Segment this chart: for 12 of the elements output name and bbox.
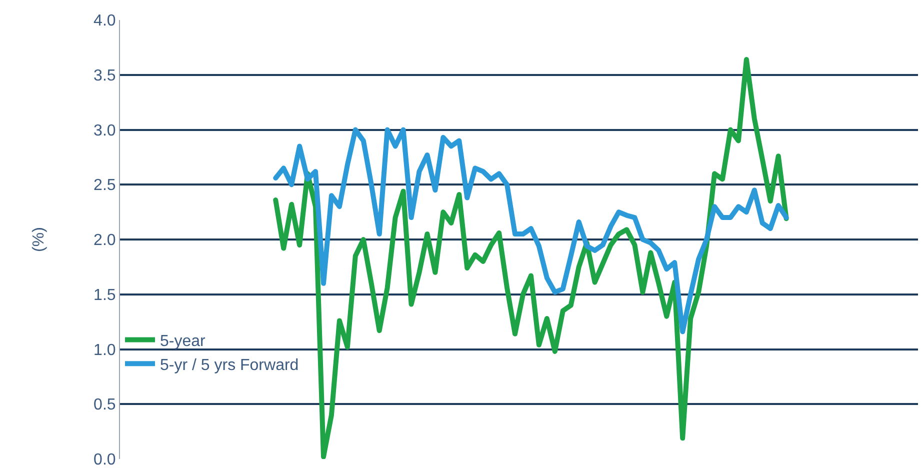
y-axis-title: (%) — [30, 227, 48, 252]
legend-label: 5-yr / 5 yrs Forward — [160, 356, 299, 374]
y-tick-label: 2.0 — [94, 232, 116, 250]
legend-label: 5-year — [160, 333, 206, 350]
y-tick-label: 0.5 — [94, 396, 116, 414]
y-tick-label: 2.5 — [94, 177, 116, 194]
y-tick-label: 1.5 — [94, 286, 116, 304]
y-tick-label: 1.0 — [94, 342, 116, 359]
y-tick-label: 4.0 — [94, 12, 116, 30]
y-tick-label: 3.5 — [94, 67, 116, 84]
y-tick-label: 3.0 — [94, 122, 116, 140]
y-tick-label: 0.0 — [94, 452, 116, 469]
